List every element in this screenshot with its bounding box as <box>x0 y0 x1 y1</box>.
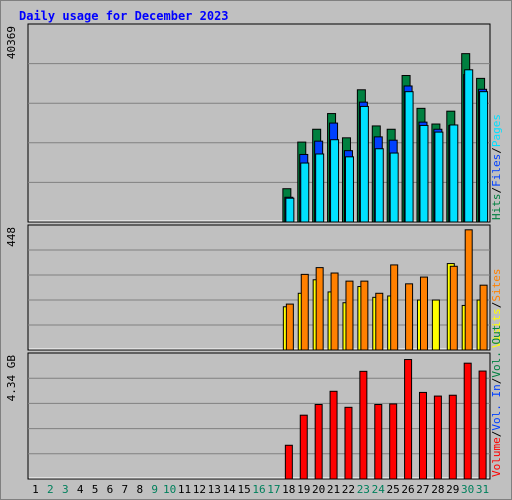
panel-1-legend: Hits/Files/Pages <box>490 114 503 220</box>
legend-hits: Hits <box>490 194 503 221</box>
chart-title: Daily usage for December 2023 <box>19 9 229 23</box>
volume-bar <box>284 444 293 480</box>
pages-bar <box>464 69 474 223</box>
x-tick-label: 26 <box>401 483 414 496</box>
volume-bar <box>448 394 457 480</box>
pages-bar <box>419 124 429 223</box>
x-tick-label: 8 <box>136 483 143 496</box>
sites-bar <box>405 283 414 351</box>
volume-bar <box>299 414 308 480</box>
x-tick-label: 21 <box>327 483 340 496</box>
x-tick-label: 6 <box>107 483 114 496</box>
sites-bar <box>315 267 324 351</box>
x-tick-label: 19 <box>297 483 310 496</box>
x-tick-label: 16 <box>252 483 265 496</box>
x-tick-label: 10 <box>163 483 176 496</box>
x-tick-label: 20 <box>312 483 325 496</box>
sites-bar <box>479 284 488 351</box>
volume-bar <box>314 404 323 480</box>
legend-separator: / <box>490 147 503 154</box>
x-tick-label: 4 <box>77 483 84 496</box>
pages-bar <box>330 139 340 223</box>
volume-bar <box>329 390 338 480</box>
pages-bar <box>404 91 414 223</box>
pages-bar <box>374 148 384 223</box>
volume-bar <box>404 359 413 480</box>
x-tick-label: 1 <box>32 483 39 496</box>
panel-1-y-max-label: 40369 <box>5 26 18 59</box>
panel-2-y-max-label: 448 <box>5 227 18 247</box>
volume-bar <box>374 404 383 480</box>
x-tick-label: 3 <box>62 483 69 496</box>
pages-bar <box>359 105 369 223</box>
panel-2-legend: Visits/Sites <box>490 269 503 349</box>
x-tick-label: 27 <box>416 483 429 496</box>
x-tick-label: 25 <box>387 483 400 496</box>
sites-bar <box>375 292 384 351</box>
legend-separator: / <box>490 431 503 438</box>
legend-files: Files <box>490 154 503 187</box>
x-tick-label: 12 <box>193 483 206 496</box>
volume-bar <box>433 395 442 480</box>
x-tick-label: 22 <box>342 483 355 496</box>
x-tick-label: 13 <box>208 483 221 496</box>
x-tick-label: 17 <box>267 483 280 496</box>
panel-3-y-max-label: 4.34 GB <box>5 355 18 402</box>
volume-bar <box>389 403 398 480</box>
volume-bar <box>463 362 472 480</box>
legend-sites: Sites <box>490 269 503 302</box>
pages-bar <box>344 156 354 223</box>
sites-bar <box>345 280 354 351</box>
legend-vol-in: Vol. In <box>490 384 503 430</box>
sites-bar <box>390 264 399 351</box>
x-tick-label: 18 <box>282 483 295 496</box>
pages-bar <box>434 131 444 223</box>
legend-separator: / <box>490 302 503 309</box>
x-tick-label: 5 <box>92 483 99 496</box>
x-tick-label: 24 <box>372 483 386 496</box>
panel-3-legend: Volume/Vol. In/Vol. Out <box>490 325 503 477</box>
x-tick-label: 28 <box>431 483 444 496</box>
panel-3-plot-area <box>27 352 491 480</box>
x-tick-label: 23 <box>357 483 370 496</box>
sites-bar <box>330 272 339 351</box>
x-tick-label: 30 <box>461 483 474 496</box>
pages-bar <box>315 153 325 223</box>
x-tick-label: 11 <box>178 483 191 496</box>
x-tick-label: 9 <box>151 483 158 496</box>
sites-bar <box>464 229 473 351</box>
x-tick-label: 14 <box>223 483 237 496</box>
pages-bar <box>449 124 459 223</box>
visits-bar <box>431 299 440 351</box>
legend-vol-out: Vol. Out <box>490 325 503 378</box>
legend-separator: / <box>490 187 503 194</box>
pages-bar <box>479 91 489 223</box>
volume-bar <box>478 370 487 480</box>
sites-bar <box>285 303 294 351</box>
volume-bar <box>359 370 368 480</box>
volume-bar <box>418 391 427 480</box>
x-tick-label: 31 <box>476 483 489 496</box>
sites-bar <box>300 273 309 351</box>
legend-separator: / <box>490 378 503 385</box>
legend-pages: Pages <box>490 114 503 147</box>
x-tick-label: 15 <box>237 483 250 496</box>
legend-volume: Volume <box>490 437 503 477</box>
x-tick-label: 7 <box>122 483 129 496</box>
x-tick-label: 2 <box>47 483 54 496</box>
sites-bar <box>449 265 458 351</box>
legend-visits: Visits <box>490 308 503 348</box>
pages-bar <box>285 197 295 223</box>
sites-bar <box>419 276 428 351</box>
sites-bar <box>360 280 369 351</box>
volume-bar <box>344 406 353 480</box>
x-tick-label: 29 <box>446 483 459 496</box>
pages-bar <box>300 162 310 223</box>
pages-bar <box>389 152 399 223</box>
